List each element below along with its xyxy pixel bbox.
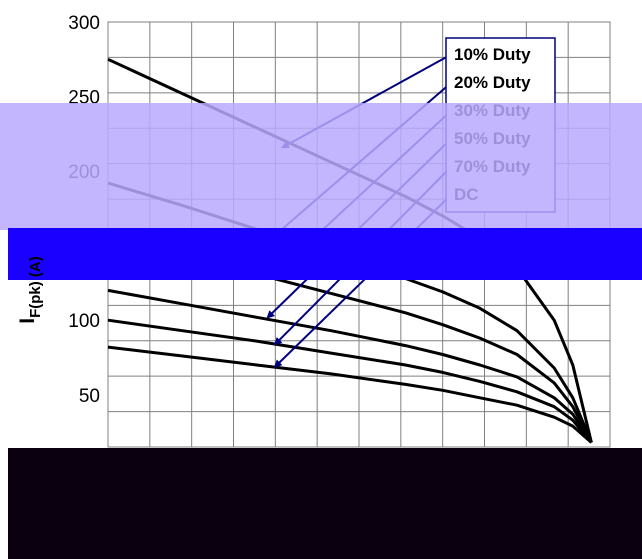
overlay-band-blue [8, 228, 642, 280]
series-line [107, 318, 593, 444]
y-tick-label: 300 [68, 13, 100, 34]
overlay-band-dark [8, 448, 642, 559]
y-tick-label: 100 [68, 311, 100, 332]
y-axis-label-main: I [16, 318, 39, 324]
y-axis-label: IF(pk) (A) [16, 256, 44, 324]
series-line [107, 288, 593, 444]
svg-text:IF(pk) (A): IF(pk) (A) [16, 256, 44, 324]
legend-item: 20% Duty [454, 73, 531, 92]
y-tick-label: 50 [79, 386, 100, 407]
series-line [107, 345, 593, 444]
overlay-band-light [0, 103, 642, 230]
legend-item: 10% Duty [454, 45, 531, 64]
y-axis-label-sub: F(pk) (A) [27, 256, 44, 318]
